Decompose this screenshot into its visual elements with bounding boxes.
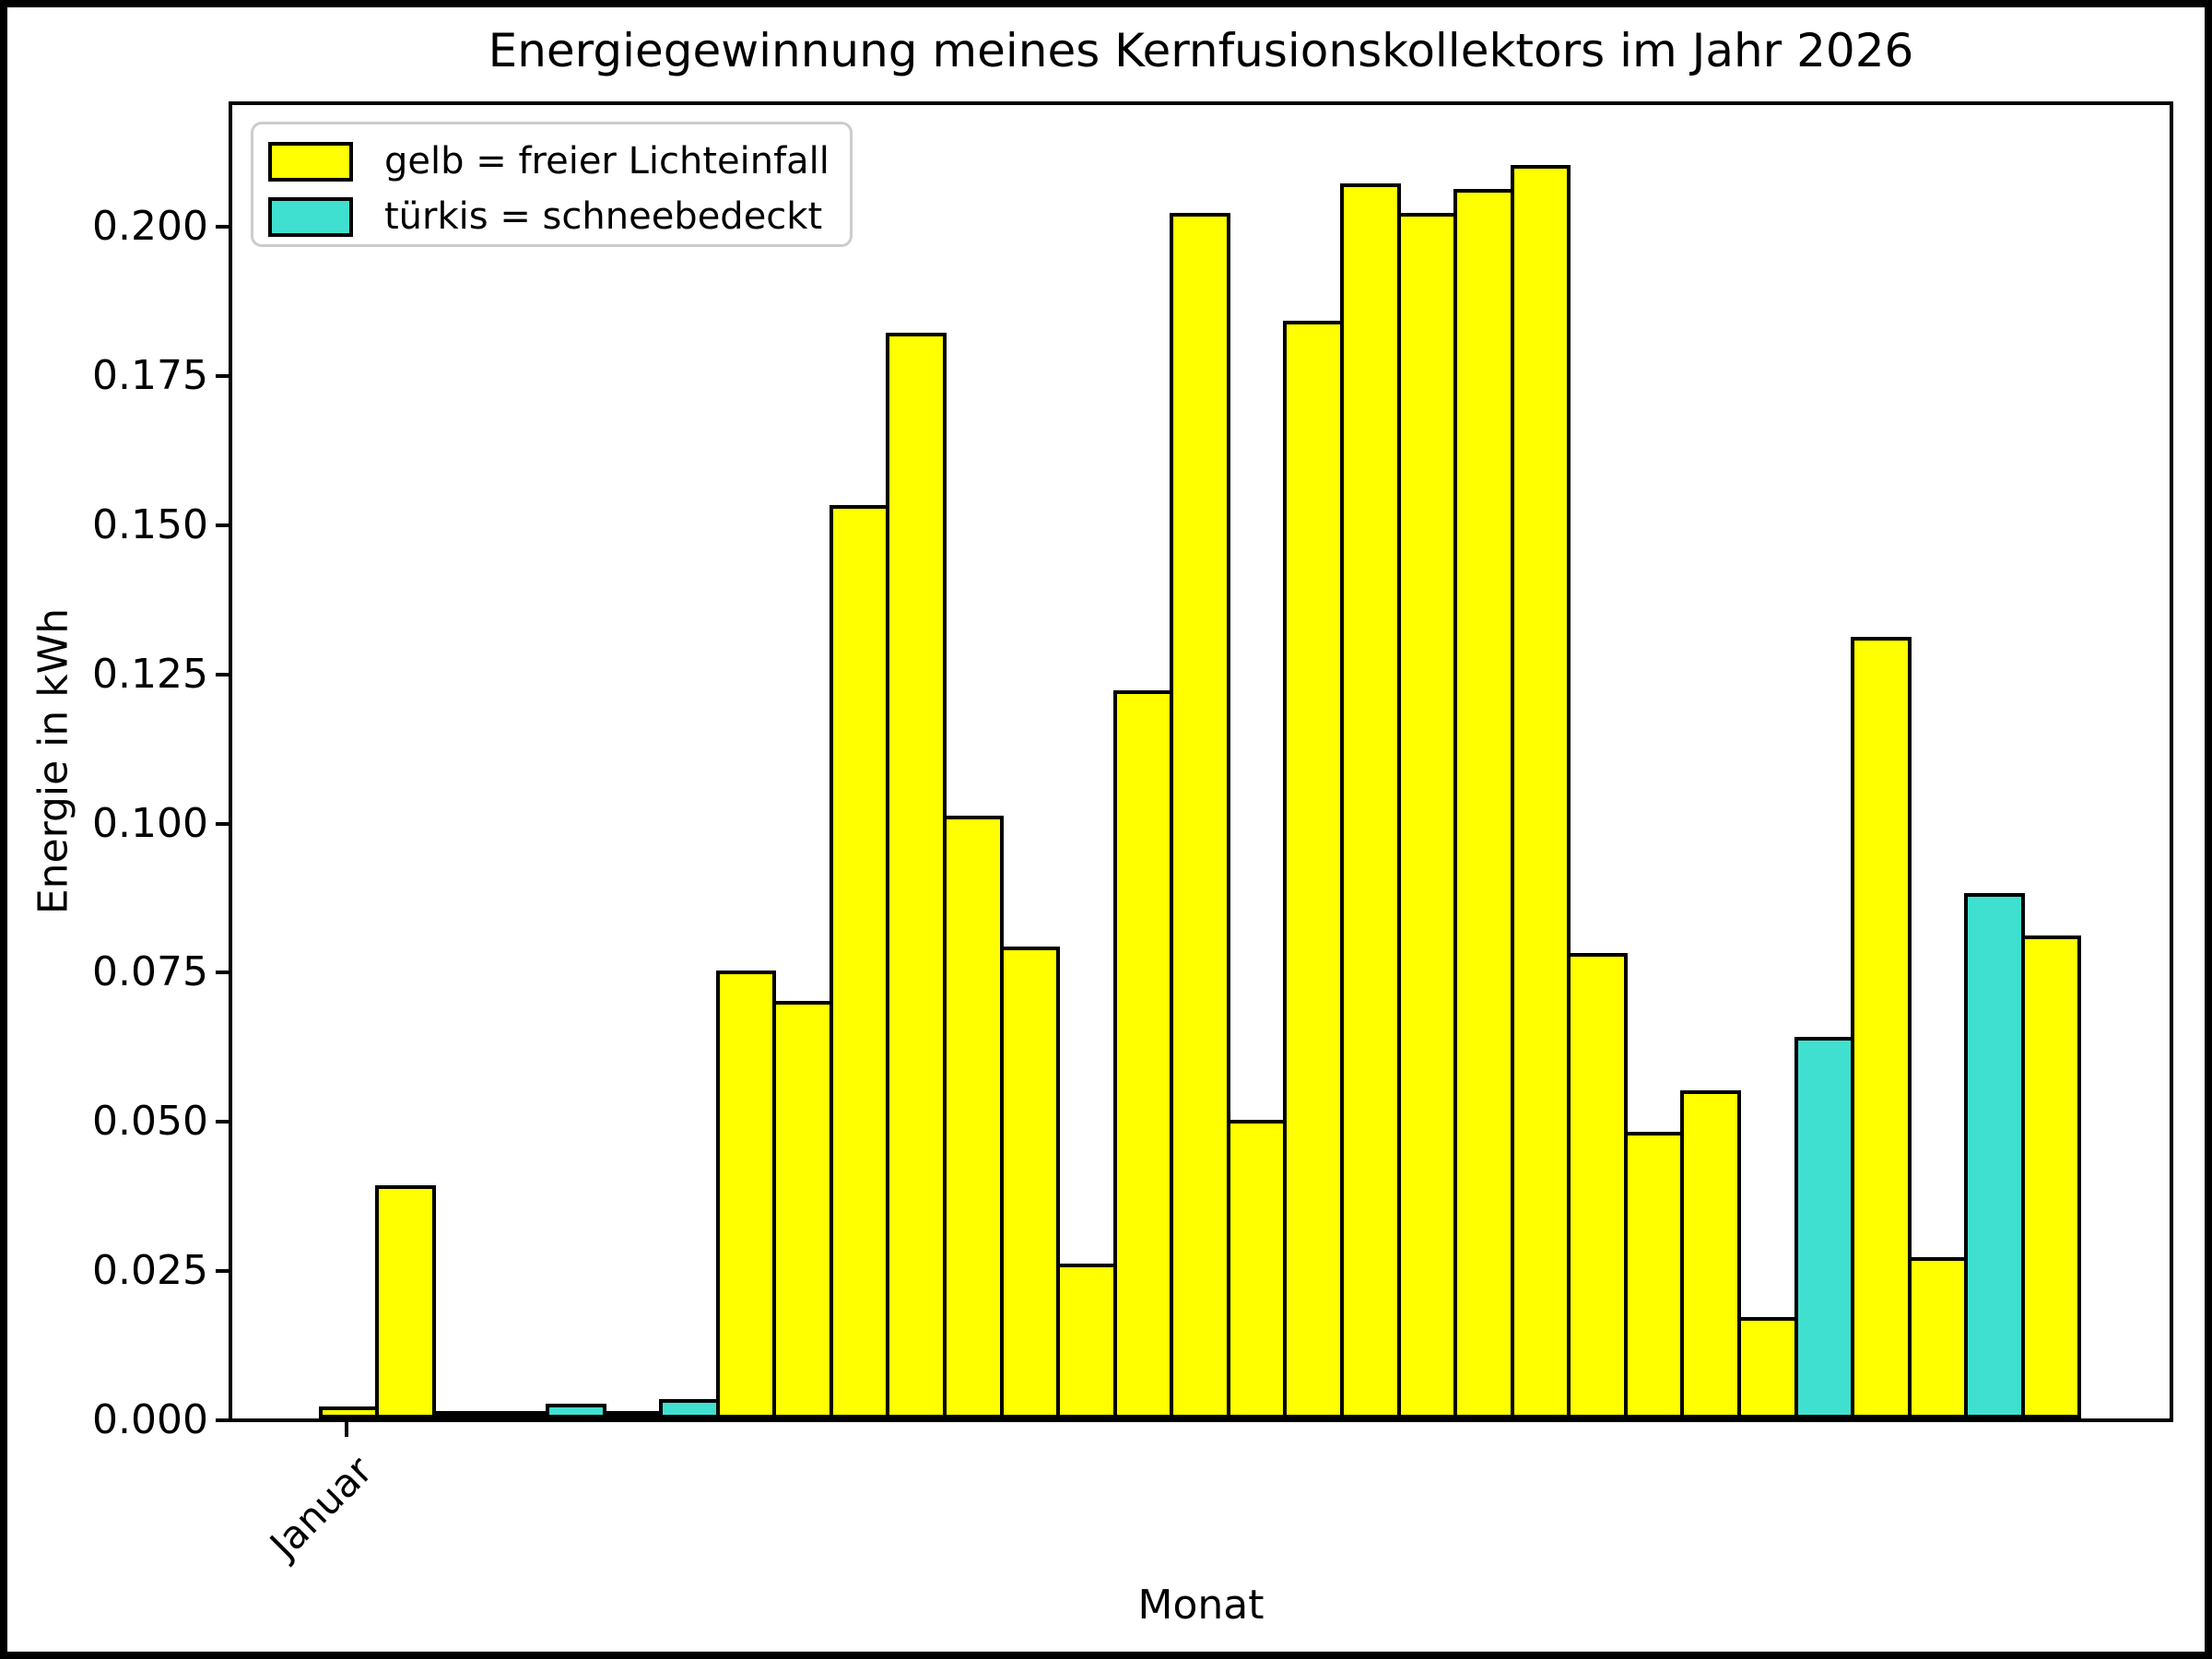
- legend-entry-snow: türkis = schneebedeckt: [268, 189, 850, 244]
- bar-13-free: [999, 947, 1061, 1418]
- y-tick-mark: [216, 672, 229, 677]
- y-tick-mark: [216, 821, 229, 826]
- bar-8-free: [715, 971, 777, 1418]
- chart-title: Energiegewinnung meines Kernfusionskolle…: [488, 24, 1914, 77]
- bar-23-free: [1567, 952, 1628, 1418]
- x-tick-mark: [345, 1422, 349, 1437]
- bar-15-free: [1112, 690, 1174, 1418]
- bar-12-free: [942, 816, 1004, 1418]
- y-tick-label: 0.025: [92, 1247, 208, 1295]
- y-tick-label: 0.125: [92, 650, 208, 698]
- y-axis-label: Energie in kWh: [29, 607, 77, 915]
- bar-14-free: [1056, 1263, 1117, 1418]
- bars-container: [232, 105, 2170, 1418]
- bar-9-free: [772, 1000, 833, 1418]
- legend-entry-free: gelb = freier Lichteinfall: [268, 134, 850, 189]
- plot-area: [229, 101, 2173, 1422]
- bar-1-free: [318, 1406, 380, 1418]
- y-tick-mark: [216, 523, 229, 527]
- bar-17-free: [1226, 1120, 1288, 1418]
- bar-31-free: [2020, 935, 2082, 1418]
- y-tick-mark: [216, 971, 229, 975]
- y-tick-label: 0.050: [92, 1098, 208, 1146]
- bar-2-free: [375, 1185, 436, 1418]
- x-axis-label: Monat: [1137, 1582, 1265, 1629]
- y-tick-mark: [216, 373, 229, 378]
- bar-16-free: [1170, 213, 1230, 1418]
- y-tick-label: 0.100: [92, 799, 208, 847]
- bar-29-free: [1907, 1257, 1969, 1418]
- bar-27-snow: [1794, 1036, 1855, 1418]
- bar-26-free: [1736, 1316, 1798, 1418]
- bar-6-snow: [602, 1411, 664, 1418]
- legend-swatch-snow: [268, 196, 353, 237]
- x-tick-label: Januar: [262, 1447, 382, 1568]
- legend-label-snow: türkis = schneebedeckt: [384, 195, 823, 238]
- bar-21-free: [1453, 189, 1514, 1418]
- bar-18-free: [1283, 320, 1344, 1418]
- bar-20-free: [1396, 213, 1458, 1418]
- legend: gelb = freier Lichteinfall türkis = schne…: [251, 122, 853, 247]
- bar-22-free: [1510, 165, 1571, 1418]
- y-tick-label: 0.175: [92, 351, 208, 399]
- y-tick-mark: [216, 1120, 229, 1124]
- y-tick-mark: [216, 1269, 229, 1274]
- legend-label-free: gelb = freier Lichteinfall: [384, 140, 830, 182]
- bar-3-snow: [431, 1411, 493, 1418]
- bar-11-free: [886, 332, 947, 1418]
- y-tick-mark: [216, 1418, 229, 1422]
- bar-30-snow: [1964, 893, 2025, 1418]
- bar-10-free: [829, 505, 890, 1418]
- y-tick-label: 0.200: [92, 203, 208, 250]
- bar-28-free: [1851, 636, 1912, 1418]
- bar-24-free: [1623, 1132, 1685, 1418]
- y-tick-mark: [216, 225, 229, 229]
- y-tick-label: 0.150: [92, 500, 208, 548]
- y-tick-label: 0.075: [92, 948, 208, 996]
- bar-19-free: [1339, 182, 1401, 1418]
- y-tick-label: 0.000: [92, 1396, 208, 1443]
- bar-25-free: [1680, 1089, 1741, 1418]
- legend-swatch-free: [268, 141, 353, 182]
- bar-7-snow: [659, 1398, 720, 1418]
- bar-4-snow: [488, 1411, 549, 1418]
- bar-5-snow: [545, 1403, 606, 1418]
